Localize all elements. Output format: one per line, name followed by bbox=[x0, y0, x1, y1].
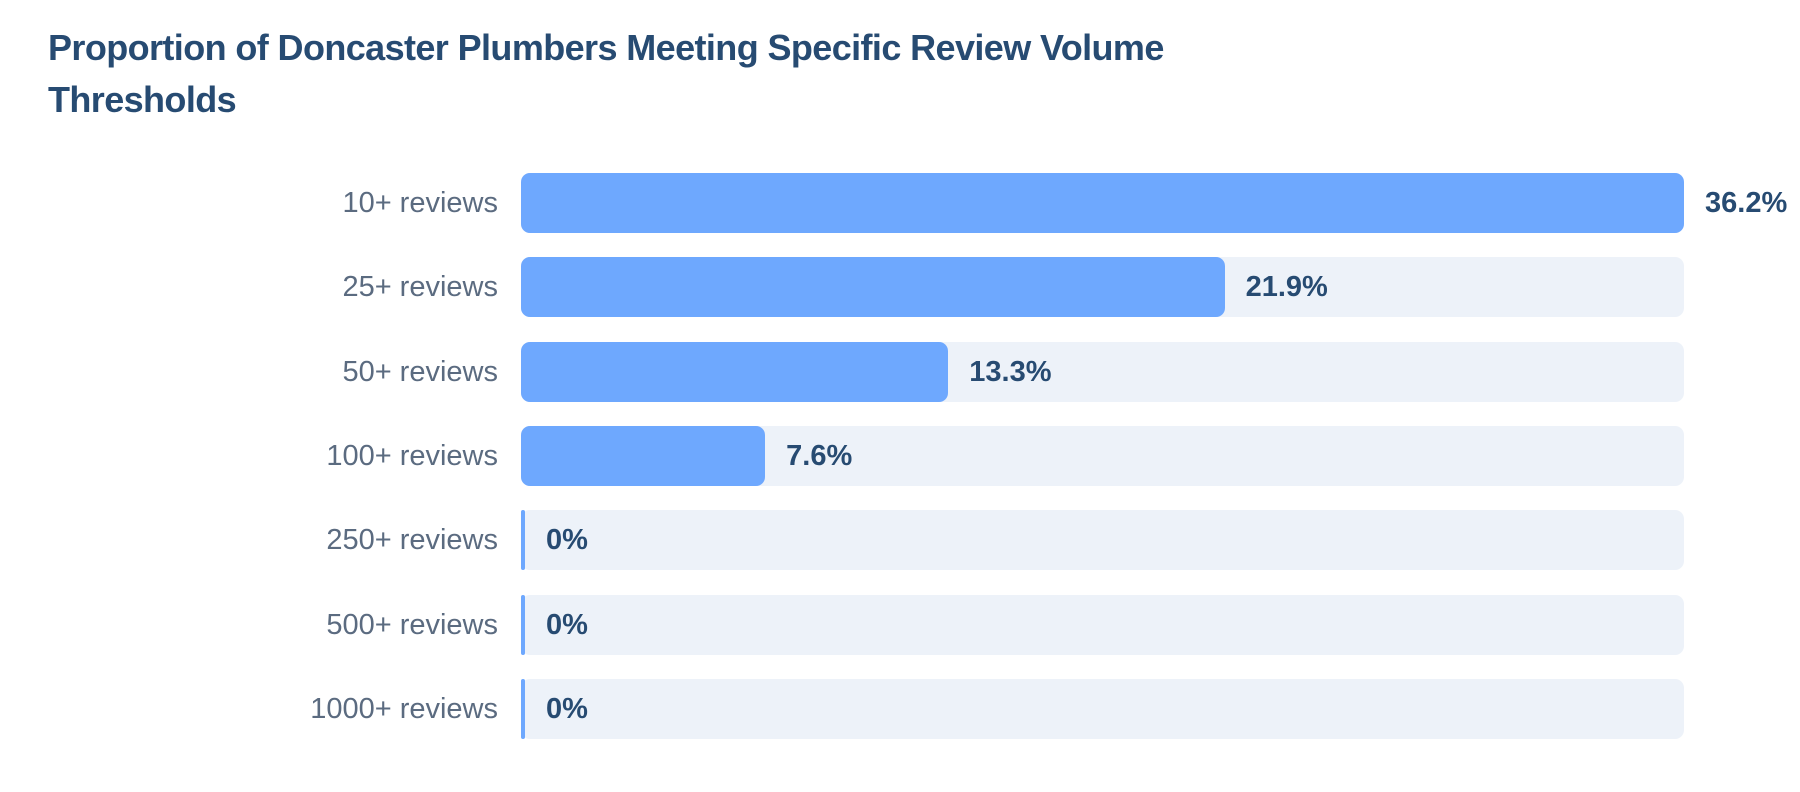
chart-title: Proportion of Doncaster Plumbers Meeting… bbox=[48, 27, 1164, 120]
bar bbox=[521, 679, 525, 739]
bar bbox=[521, 510, 525, 570]
value-label: 21.9% bbox=[1245, 271, 1328, 303]
category-label: 1000+ reviews bbox=[310, 693, 498, 725]
value-label: 0% bbox=[546, 524, 588, 556]
category-label: 500+ reviews bbox=[326, 609, 498, 641]
bar-track bbox=[521, 510, 1684, 570]
bar bbox=[521, 342, 949, 402]
bar-track bbox=[521, 679, 1684, 739]
value-label: 0% bbox=[546, 609, 588, 641]
category-label: 25+ reviews bbox=[342, 271, 498, 303]
bar bbox=[521, 173, 1684, 233]
value-label: 13.3% bbox=[969, 356, 1052, 388]
category-label: 10+ reviews bbox=[342, 187, 498, 219]
value-label: 36.2% bbox=[1705, 187, 1788, 219]
bar bbox=[521, 426, 766, 486]
value-label: 0% bbox=[546, 693, 588, 725]
bar bbox=[521, 257, 1225, 317]
category-label: 50+ reviews bbox=[342, 356, 498, 388]
value-label: 7.6% bbox=[786, 440, 853, 472]
category-label: 100+ reviews bbox=[326, 440, 498, 472]
category-label: 250+ reviews bbox=[326, 524, 498, 556]
bar bbox=[521, 595, 525, 655]
bar-track bbox=[521, 595, 1684, 655]
